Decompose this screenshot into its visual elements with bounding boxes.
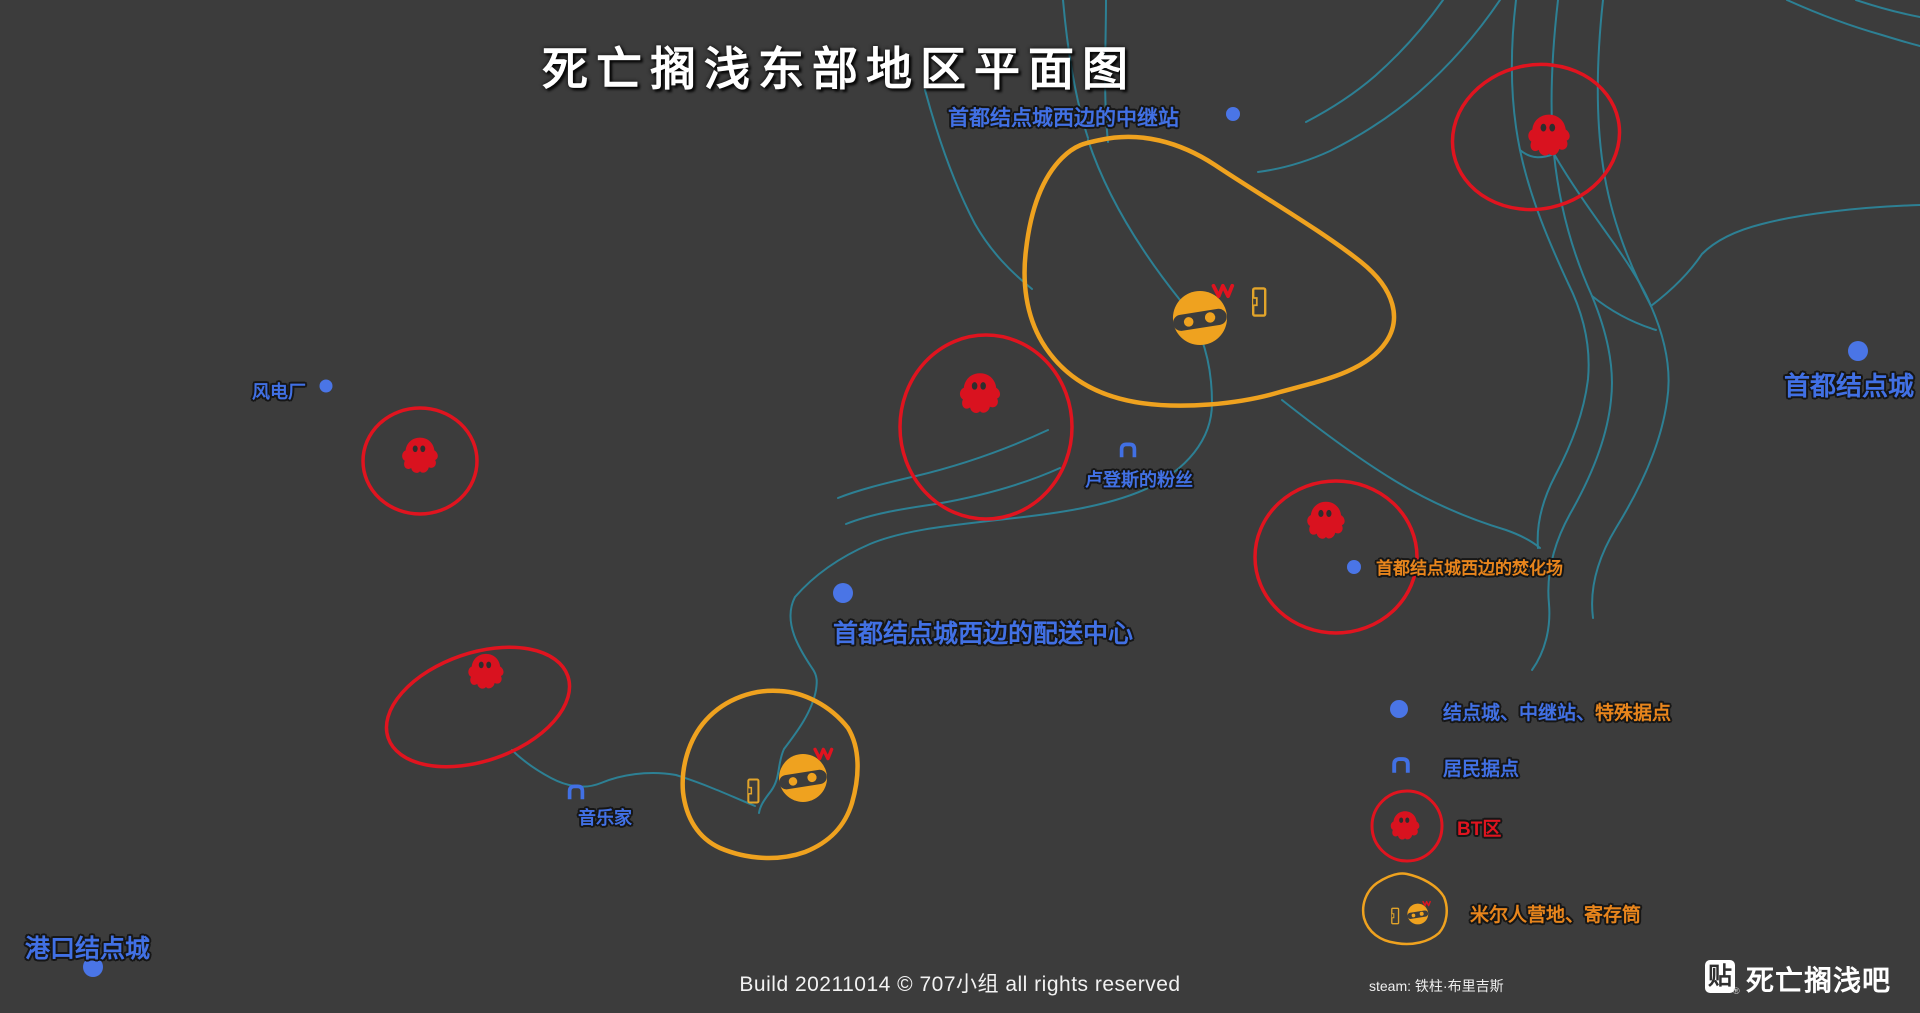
river-path	[1650, 204, 1920, 307]
label-relay-station-west: 首都结点城西边的中继站	[948, 107, 1179, 130]
river-path	[1786, 0, 1920, 47]
label-incinerator-west: 首都结点城西边的焚化场	[1376, 559, 1563, 578]
bt-ghost-icon	[959, 373, 1001, 413]
legend-knot-cities-orange: 特殊据点	[1595, 703, 1672, 724]
river-path	[1281, 399, 1541, 549]
mule-face-icon	[1170, 283, 1235, 347]
legend-resident-site: 居民据点	[1443, 759, 1520, 780]
mule-face-icon	[776, 747, 834, 804]
label-capital-knot-city: 首都结点城	[1784, 371, 1915, 401]
resident-site-icon	[567, 784, 585, 801]
page-title: 死亡搁浅东部地区平面图	[542, 43, 1136, 95]
tieba-logo-icon: 贴	[1705, 960, 1735, 993]
mule-camp-outlines	[680, 134, 1448, 946]
label-musician: 音乐家	[578, 808, 632, 828]
bt-zone-circle	[898, 333, 1074, 521]
location-dots	[83, 107, 1868, 977]
river-path	[1510, 0, 1590, 549]
bt-ghost-icon	[402, 437, 438, 473]
river-path	[1591, 295, 1657, 331]
bt-ghost-icon	[468, 653, 504, 689]
legend-resident-site-icon	[1392, 757, 1410, 775]
location-dot	[1226, 107, 1240, 121]
river-path	[924, 89, 1033, 290]
river-path	[1104, 0, 1109, 143]
location-dot	[833, 583, 853, 603]
location-dot	[1347, 560, 1361, 574]
location-dot	[319, 379, 333, 393]
mule-camp-outline	[680, 688, 860, 861]
legend-mule-face-icon	[1406, 900, 1431, 926]
river-network	[511, 0, 1920, 814]
bt-ghost-icon	[1307, 501, 1345, 539]
mule-camp-outline	[1022, 134, 1397, 408]
locker-icon	[747, 778, 760, 804]
footer-steam-id: steam: 铁柱·布里吉斯	[1369, 978, 1504, 994]
location-dot	[83, 957, 103, 977]
river-path	[1305, 0, 1444, 123]
legend-locker-icon	[1391, 907, 1400, 925]
bt-zone-circles	[361, 62, 1622, 863]
river-path	[1591, 0, 1670, 619]
river-path	[837, 429, 1049, 499]
bt-ghost-icon	[1528, 114, 1570, 156]
river-path	[1257, 0, 1501, 173]
resident-site-icon	[1119, 442, 1137, 459]
label-ludens-fan: 卢登斯的粉丝	[1085, 470, 1193, 490]
legend-knot-cities: 结点城、中继站、特殊据点	[1443, 698, 1671, 725]
legend-mule-camp: 米尔人营地、寄存筒	[1470, 905, 1642, 926]
footer-build-text: Build 20211014 © 707小组 all rights reserv…	[739, 973, 1181, 996]
legend-bt-zone-circle	[1370, 789, 1444, 863]
label-distribution-center-west: 首都结点城西边的配送中心	[833, 620, 1134, 648]
legend-bt-zone: BT区	[1457, 819, 1502, 840]
bt-zone-circle	[1450, 62, 1622, 212]
location-dot	[1848, 341, 1868, 361]
river-path	[1553, 153, 1652, 307]
river-path	[758, 139, 1214, 814]
legend-bt-ghost-icon	[1390, 811, 1420, 840]
locker-icon	[1251, 287, 1267, 317]
river-path	[1855, 0, 1920, 18]
bt-zone-circle	[1253, 479, 1419, 635]
river-path	[1062, 0, 1089, 139]
label-wind-farm: 风电厂	[252, 382, 306, 402]
legend-mule-camp-outline	[1361, 872, 1448, 946]
tieba-registered-mark: ®	[1733, 986, 1740, 996]
bt-zone-circle	[384, 645, 572, 769]
legend-location-dot	[1390, 700, 1408, 718]
tieba-forum-name: 死亡搁浅吧	[1746, 965, 1892, 996]
label-port-knot-city: 港口结点城	[25, 935, 151, 963]
legend-knot-cities-blue: 结点城、中继站、	[1443, 703, 1596, 724]
river-path	[511, 749, 756, 807]
bt-zone-circle	[361, 406, 479, 516]
